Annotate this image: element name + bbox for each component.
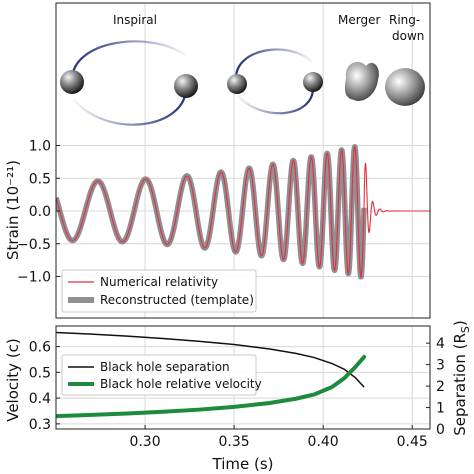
black-hole-icon (303, 72, 323, 92)
strain-y-ticks: 1.0 0.5 0.0 −0.5 −1.0 (17, 139, 60, 286)
separation-y-ticks: 4 3 2 1 0 (426, 336, 445, 438)
y-tick-label: 0.5 (29, 171, 51, 187)
time-x-axis-label: Time (s) (212, 455, 274, 473)
legend-label-template: Reconstructed (template) (100, 293, 254, 307)
binary-wide-illustration (60, 40, 198, 126)
final-black-hole-icon (385, 68, 425, 106)
strain-legend: Numerical relativity Reconstructed (temp… (61, 269, 257, 313)
separation-label-main: Separation (R (451, 333, 469, 436)
velocity-y-ticks: 0.6 0.5 0.4 0.3 (29, 340, 60, 433)
time-x-ticks: 0.30 0.35 0.40 0.45 (129, 425, 428, 450)
legend-box (61, 269, 257, 313)
black-hole-icon (227, 74, 247, 94)
stage-label-ringdown-2: down (392, 29, 424, 43)
x-tick-label: 0.30 (129, 434, 160, 450)
series-separation-line (56, 331, 365, 388)
orbit-arc-lower (73, 87, 188, 126)
separation-label-close: ) (451, 320, 469, 326)
strain-y-axis-label: Strain (10⁻²¹) (4, 160, 22, 260)
y-tick-label: 1.0 (29, 139, 51, 155)
black-hole-icon (60, 70, 84, 94)
separation-y-axis-label: Separation (RS) (451, 320, 472, 435)
y-tick-label: 0.6 (29, 340, 51, 356)
orbit-arc-lower (237, 87, 315, 115)
y-tick-label: 0.3 (29, 417, 51, 433)
stage-illustrations: Inspiral Merger Ring- down (60, 13, 425, 126)
x-tick-label: 0.40 (308, 434, 339, 450)
stage-label-inspiral: Inspiral (113, 13, 157, 27)
x-tick-label: 0.35 (219, 434, 250, 450)
y-tick-label: 0.4 (29, 391, 51, 407)
velocity-axes-frame (55, 325, 431, 430)
legend-label-separation: Black hole separation (100, 360, 230, 374)
y-tick-label: 0.5 (29, 365, 51, 381)
y-tick-label-right: 2 (436, 379, 445, 395)
velocity-separation-panel: 0.6 0.5 0.4 0.3 4 3 2 1 0 0.30 0.35 0.40 0.45 Velo… (4, 320, 472, 473)
y-tick-label: −1.0 (17, 270, 51, 286)
orbit-arc-upper (234, 48, 313, 79)
merging-black-holes-icon (344, 62, 379, 102)
y-tick-label-right: 4 (436, 336, 445, 352)
legend-label-velocity: Black hole relative velocity (100, 377, 262, 391)
velocity-y-axis-label: Velocity (c) (4, 338, 22, 422)
stage-label-merger: Merger (338, 13, 380, 27)
strain-panel: Inspiral Merger Ring- down (4, 2, 431, 319)
y-tick-label: −0.5 (17, 237, 51, 253)
series-numerical-relativity-line (56, 145, 430, 278)
strain-curves (56, 143, 430, 280)
separation-label-sub: S (459, 326, 472, 333)
orbit-arc-upper (70, 40, 186, 81)
y-tick-label-right: 3 (436, 358, 445, 374)
binary-close-illustration (227, 48, 323, 115)
y-tick-label-right: 1 (436, 401, 445, 417)
velocity-legend: Black hole separation Black hole relativ… (61, 354, 262, 396)
strain-axes-frame (55, 2, 431, 319)
stage-label-ringdown-1: Ring- (389, 13, 420, 27)
legend-label-numerical: Numerical relativity (100, 275, 218, 289)
y-tick-label: 0.0 (29, 204, 51, 220)
black-hole-icon (174, 74, 198, 98)
legend-box (61, 354, 257, 396)
x-tick-label: 0.45 (397, 434, 428, 450)
velocity-separation-curves (56, 331, 367, 419)
series-velocity-line (56, 354, 367, 419)
y-tick-label-right: 0 (436, 422, 445, 438)
